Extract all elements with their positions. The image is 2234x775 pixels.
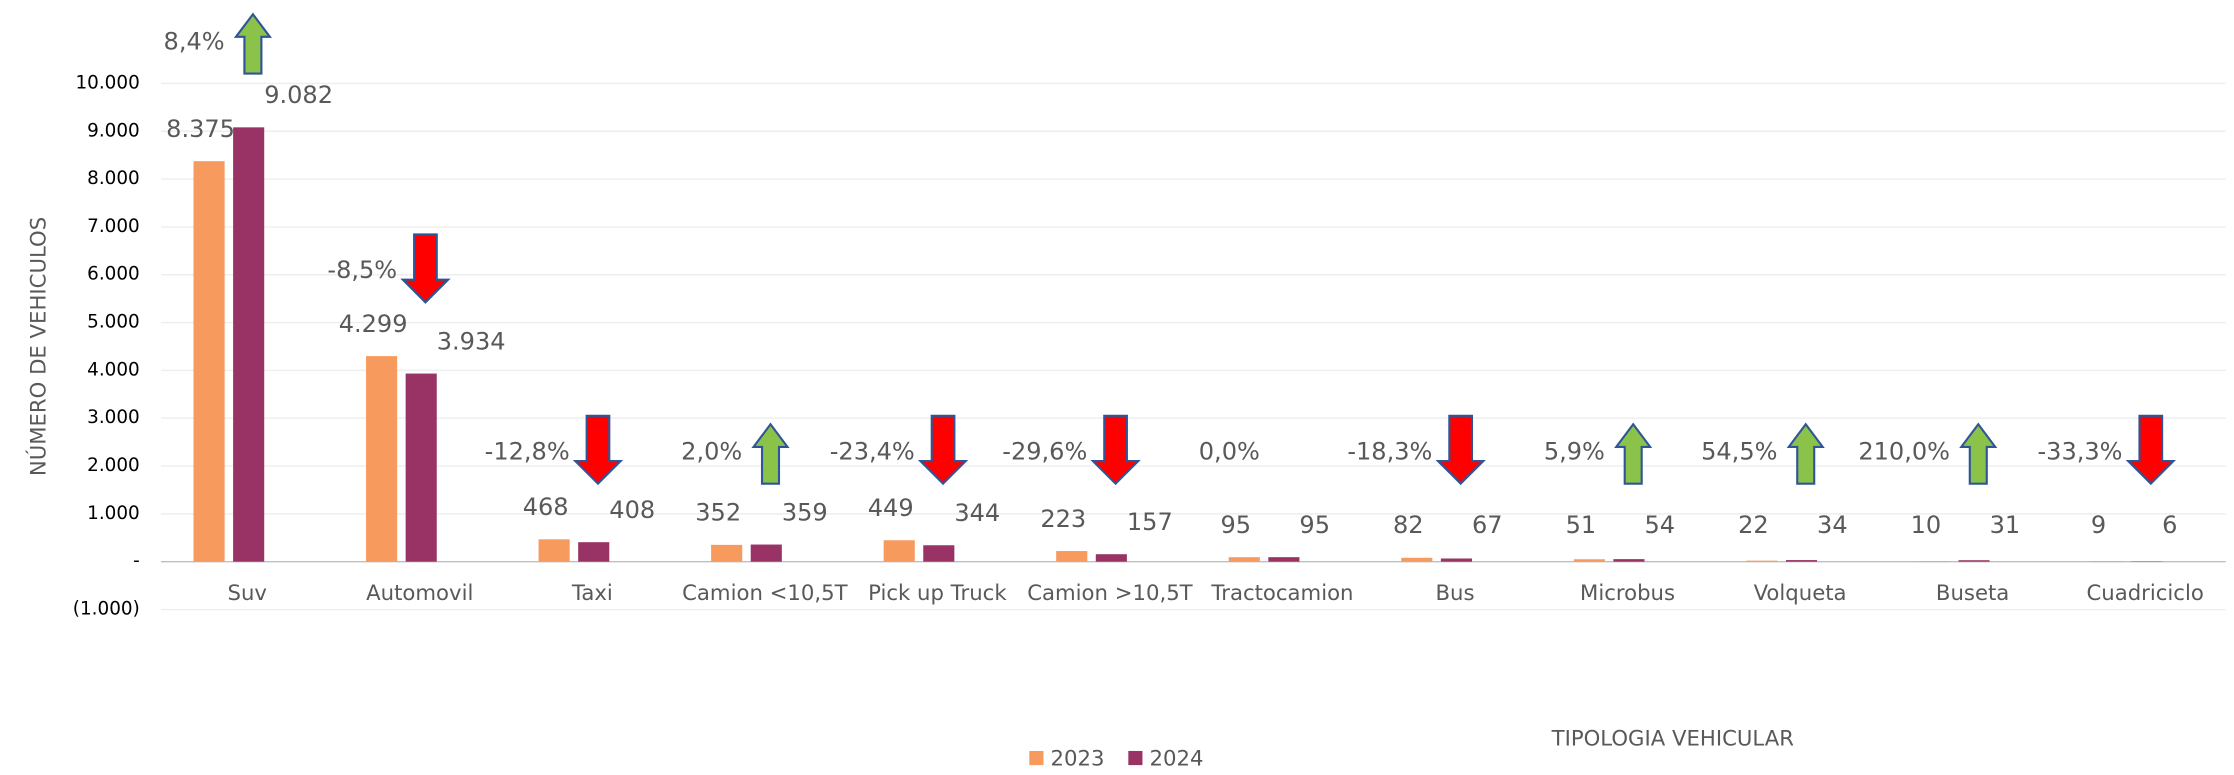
legend-label: 2024	[1150, 746, 1204, 771]
bar	[711, 544, 743, 562]
bar	[1440, 558, 1472, 562]
bar	[750, 544, 782, 562]
y-tick-label: 5.000	[87, 312, 140, 333]
data-label: 67	[1472, 511, 1503, 539]
data-label: 9	[2091, 511, 2106, 539]
bar	[578, 542, 610, 562]
arrow-up	[1959, 422, 1998, 485]
arrow-up	[233, 12, 272, 75]
y-tick-label: 2.000	[87, 455, 140, 476]
bar	[1613, 559, 1645, 562]
bar	[366, 356, 398, 562]
bar	[1228, 557, 1260, 562]
bar	[1056, 551, 1088, 562]
bar	[1785, 560, 1818, 562]
bar	[883, 540, 915, 562]
bar	[923, 545, 955, 562]
legend-swatch	[1029, 750, 1044, 766]
change-label: 210,0%	[1858, 438, 1950, 466]
y-tick-label: 1.000	[87, 503, 140, 524]
x-tick-label: Microbus	[1580, 581, 1675, 606]
y-axis-title: NÚMERO DE VEHICULOS	[25, 217, 51, 476]
change-label: -23,4%	[830, 438, 915, 466]
data-label: 344	[954, 499, 1000, 527]
arrow-down	[572, 414, 624, 486]
bar	[1268, 557, 1300, 562]
data-label: 95	[1220, 511, 1251, 539]
data-label: 449	[868, 494, 914, 522]
data-label: 9.082	[264, 81, 333, 109]
data-label: 31	[1990, 511, 2021, 539]
data-label: 82	[1393, 511, 1424, 539]
bar	[1095, 554, 1127, 562]
data-label: 468	[523, 493, 569, 521]
y-tick-label: 4.000	[87, 359, 140, 380]
x-tick-label: Camion >10,5T	[1027, 581, 1193, 606]
change-label: 54,5%	[1701, 438, 1777, 466]
y-tick-label: -	[133, 551, 140, 572]
data-label: 223	[1040, 505, 1086, 533]
data-label: 359	[782, 498, 828, 526]
data-label: 6	[2162, 511, 2177, 539]
bar	[193, 161, 225, 562]
arrow-down	[917, 414, 969, 486]
x-axis-title: TIPOLOGIA VEHICULAR	[1551, 727, 1795, 752]
data-label: 3.934	[437, 327, 506, 355]
x-tick-label: Camion <10,5T	[682, 581, 848, 606]
bar	[1958, 560, 1990, 562]
data-label: 22	[1738, 511, 1769, 539]
legend-label: 2023	[1051, 746, 1105, 771]
data-label: 157	[1127, 508, 1173, 536]
data-label: 4.299	[339, 310, 408, 338]
x-tick-label: Tractocamion	[1210, 581, 1353, 606]
data-label: 54	[1645, 511, 1676, 539]
arrow-up	[751, 422, 790, 485]
x-tick-label: Volqueta	[1754, 581, 1847, 606]
x-tick-label: Suv	[228, 581, 267, 606]
x-tick-label: Taxi	[571, 581, 613, 606]
change-label: 2,0%	[681, 438, 742, 466]
arrow-up	[1786, 422, 1825, 485]
data-label: 408	[609, 496, 655, 524]
y-tick-label: 7.000	[87, 216, 140, 237]
y-tick-label: 3.000	[87, 407, 140, 428]
change-label: -8,5%	[327, 256, 397, 284]
x-tick-label: Pick up Truck	[868, 581, 1007, 606]
change-label: -12,8%	[485, 438, 570, 466]
y-tick-label: 6.000	[87, 264, 140, 285]
data-label: 95	[1299, 511, 1330, 539]
bar	[1573, 559, 1605, 562]
bar	[233, 127, 265, 562]
change-label: 0,0%	[1199, 438, 1260, 466]
y-tick-label: 8.000	[87, 168, 140, 189]
arrow-down	[2125, 414, 2176, 486]
x-tick-label: Automovil	[366, 581, 473, 606]
change-label: -18,3%	[1347, 438, 1432, 466]
data-label: 8.375	[166, 115, 235, 143]
change-label: -29,6%	[1002, 438, 1087, 466]
data-label: 10	[1911, 511, 1942, 539]
bar	[1401, 557, 1433, 562]
change-label: -33,3%	[2038, 438, 2123, 466]
y-tick-label: 10.000	[75, 72, 139, 93]
data-label: 51	[1566, 511, 1597, 539]
y-tick-label: (1.000)	[73, 599, 140, 620]
change-label: 5,9%	[1544, 438, 1605, 466]
x-tick-label: Buseta	[1936, 581, 2009, 606]
bar	[405, 373, 437, 562]
arrow-down	[1090, 414, 1141, 486]
change-label: 8,4%	[164, 27, 225, 55]
x-tick-label: Bus	[1435, 581, 1474, 606]
arrow-down	[1435, 414, 1486, 486]
arrow-up	[1614, 422, 1653, 485]
arrow-down	[400, 233, 451, 304]
legend-swatch	[1128, 750, 1143, 766]
data-label: 352	[695, 499, 741, 527]
x-tick-label: Cuadriciclo	[2086, 581, 2203, 606]
bar	[1746, 560, 1778, 562]
y-tick-label: 9.000	[87, 120, 140, 141]
data-label: 34	[1817, 511, 1848, 539]
bar	[538, 539, 570, 562]
